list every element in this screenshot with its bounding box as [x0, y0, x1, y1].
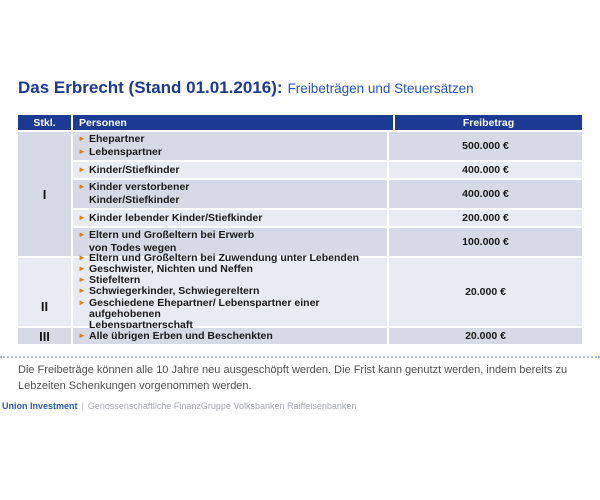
table-row: ► Alle übrigen Erben und Beschenkten 20.…: [73, 328, 582, 344]
table-row: ► Kinder lebender Kinder/Stiefkinder 200…: [73, 210, 582, 226]
arrow-bullet-icon: ►: [78, 212, 86, 222]
arrow-bullet-icon: ►: [78, 297, 86, 307]
person-item: ► Eltern und Großeltern bei Zuwendung un…: [78, 253, 383, 264]
person-item-label: Kinder lebender Kinder/Stiefkinder: [89, 211, 263, 224]
table-header-row: Stkl. Personen Freibetrag: [18, 115, 582, 130]
page-title: Das Erbrecht (Stand 01.01.2016): Freibetr…: [18, 78, 474, 98]
freibetrag-value: 20.000 €: [389, 258, 582, 326]
person-item-label: von Todes wegen: [89, 242, 177, 254]
page-title-sub: Freibeträgen und Steuersätzen: [287, 81, 474, 96]
person-item-label: Geschwister, Nichten und Neffen: [89, 263, 253, 276]
person-item: ► Ehepartner: [78, 133, 383, 146]
tax-class-label-3: III: [18, 328, 71, 344]
arrow-bullet-icon: ►: [78, 182, 86, 191]
person-item-label: Kinder/Stiefkinder: [89, 163, 180, 176]
freibetrag-value: 20.000 €: [389, 328, 582, 344]
dotted-separator: [0, 356, 600, 358]
freibetrag-value: 200.000 €: [389, 210, 582, 226]
tax-class-group-3: III ► Alle übrigen Erben und Beschenkten…: [18, 328, 582, 344]
freibetrag-table: Stkl. Personen Freibetrag I ► Ehepartner…: [18, 115, 582, 346]
person-item-label: Lebenspartnerschaft: [89, 318, 193, 331]
person-item-label: Lebenspartner: [89, 146, 162, 158]
table-row: ► Kinder/Stiefkinder 400.000 €: [73, 162, 582, 178]
table-row: ► Ehepartner ► Lebenspartner 500.000 €: [73, 132, 582, 160]
person-item-continuation: Kinder/Stiefkinder: [78, 194, 383, 207]
person-item: ► Kinder verstorbener: [78, 181, 383, 194]
person-item: ► Lebenspartner: [78, 146, 383, 159]
column-header-stkl: Stkl.: [18, 115, 71, 130]
person-item: ► Kinder/Stiefkinder: [78, 164, 383, 177]
table-row: ► Kinder verstorbener Kinder/Stiefkinder…: [73, 180, 582, 208]
person-item-label: Kinder verstorbener: [89, 181, 190, 193]
person-item-label: Eltern und Großeltern bei Zuwendung unte…: [89, 252, 360, 265]
tax-class-label-2: II: [18, 258, 71, 326]
table-row: ► Eltern und Großeltern bei Erwerb von T…: [73, 228, 582, 256]
person-item-label: Alle übrigen Erben und Beschenkten: [89, 329, 273, 342]
freibetrag-value: 100.000 €: [389, 228, 582, 256]
arrow-bullet-icon: ►: [78, 164, 86, 174]
page-title-main: Das Erbrecht (Stand 01.01.2016):: [18, 78, 283, 97]
table-row: ► Eltern und Großeltern bei Zuwendung un…: [73, 253, 582, 330]
person-item: ► Eltern und Großeltern bei Erwerb: [78, 229, 383, 242]
freibetrag-value: 400.000 €: [389, 180, 582, 208]
column-header-personen: Personen: [73, 115, 393, 130]
person-item-continuation: Lebenspartnerschaft: [78, 318, 383, 331]
column-header-freibetrag: Freibetrag: [395, 115, 582, 130]
person-item-label: Stiefeltern: [89, 274, 141, 287]
arrow-bullet-icon: ►: [78, 275, 86, 285]
person-item-label: Geschiedene Ehepartner/ Lebenspartner ei…: [89, 296, 320, 320]
arrow-bullet-icon: ►: [78, 253, 86, 263]
footer-tagline: Genossenschaftliche FinanzGruppe Volksba…: [87, 401, 357, 411]
arrow-bullet-icon: ►: [78, 134, 86, 143]
tax-class-group-2: II ► Eltern und Großeltern bei Zuwendung…: [18, 253, 582, 330]
person-item-label: Kinder/Stiefkinder: [89, 194, 180, 206]
arrow-bullet-icon: ►: [78, 330, 86, 340]
person-item: ► Schwiegerkinder, Schwiegereltern: [78, 286, 383, 297]
brand-name: Union Investment: [2, 401, 78, 411]
footer-separator: |: [81, 401, 84, 411]
arrow-bullet-icon: ►: [78, 286, 86, 296]
tax-class-group-1: I ► Ehepartner ► Lebenspartner 500.000 €: [18, 132, 582, 256]
footnote-text: Die Freibeträge können alle 10 Jahre neu…: [18, 364, 568, 392]
person-item: ► Kinder lebender Kinder/Stiefkinder: [78, 212, 383, 225]
tax-class-label-1: I: [18, 132, 71, 256]
freibetrag-value: 500.000 €: [389, 132, 582, 160]
person-item-continuation: von Todes wegen: [78, 242, 383, 255]
arrow-bullet-icon: ►: [78, 230, 86, 239]
person-item: ► Geschiedene Ehepartner/ Lebenspartner …: [78, 296, 383, 320]
person-item-label: Schwiegerkinder, Schwiegereltern: [89, 285, 260, 298]
footer: Union Investment | Genossenschaftliche Fin…: [2, 401, 356, 411]
person-item-label: Ehepartner: [89, 133, 145, 145]
person-item-label: Eltern und Großeltern bei Erwerb: [89, 229, 255, 241]
arrow-bullet-icon: ►: [78, 147, 86, 156]
person-item: ► Stiefeltern: [78, 275, 383, 286]
person-item: ► Alle übrigen Erben und Beschenkten: [78, 330, 383, 343]
person-item: ► Geschwister, Nichten und Neffen: [78, 264, 383, 275]
arrow-bullet-icon: ►: [78, 264, 86, 274]
freibetrag-value: 400.000 €: [389, 162, 582, 178]
